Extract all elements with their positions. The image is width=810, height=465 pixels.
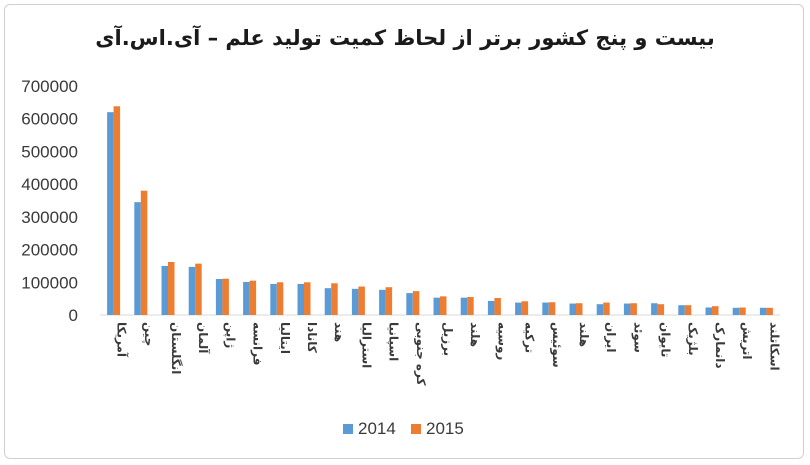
x-tick-label: تایوان xyxy=(658,322,673,357)
y-tick-label: 0 xyxy=(69,306,78,325)
bars-group xyxy=(107,106,773,315)
bar-2014-0 xyxy=(107,112,114,315)
bar-2015-9 xyxy=(358,286,365,315)
x-tick-label: هند xyxy=(332,322,346,342)
x-tick-label: روسیه xyxy=(494,322,509,360)
bar-2015-16 xyxy=(548,302,556,315)
x-tick-label: چین xyxy=(142,322,156,346)
x-tick-label: ایران xyxy=(604,322,618,352)
x-tick-label: استرالیا xyxy=(359,322,373,368)
bar-2015-1 xyxy=(140,190,148,315)
x-axis-labels: آمریکا چین انگلستان آلمان ژاپن فرانسه ایتالیا ک… xyxy=(115,322,782,385)
bar-2014-16 xyxy=(542,302,549,315)
x-tick-label: ایتالیا xyxy=(278,322,292,354)
bar-2015-7 xyxy=(304,282,311,315)
bar-2015-23 xyxy=(739,307,746,315)
bar-2014-15 xyxy=(515,302,522,315)
x-tick-label: ترکیه xyxy=(523,322,537,353)
bar-2015-20 xyxy=(657,304,665,315)
bar-2014-12 xyxy=(433,297,440,315)
bar-2015-3 xyxy=(195,263,202,315)
legend-label: 2015 xyxy=(426,419,464,438)
bar-2014-8 xyxy=(324,288,332,315)
x-tick-label: فرانسه xyxy=(251,322,265,365)
bar-2015-10 xyxy=(385,287,393,315)
bar-2014-17 xyxy=(569,303,576,315)
bar-2015-14 xyxy=(494,297,501,315)
y-tick-label: 200000 xyxy=(21,241,78,260)
bar-2014-18 xyxy=(596,304,604,315)
x-tick-label: آلمان xyxy=(196,322,211,354)
y-tick-label: 700000 xyxy=(21,77,78,96)
bar-2014-10 xyxy=(379,289,386,315)
bar-2015-12 xyxy=(440,296,447,315)
bar-2014-21 xyxy=(678,305,685,315)
x-tick-label: هلند xyxy=(468,322,482,347)
x-tick-label: برزیل xyxy=(441,322,455,356)
x-tick-label: کره جنوبی xyxy=(413,322,428,385)
y-tick-label: 100000 xyxy=(21,273,78,292)
x-tick-label: اتریش xyxy=(740,322,754,360)
x-tick-label: آمریکا xyxy=(115,322,130,358)
bar-2014-9 xyxy=(351,288,359,315)
x-tick-label: بلژیک xyxy=(686,322,700,356)
x-tick-label: هلند xyxy=(577,322,591,347)
bar-2014-23 xyxy=(732,307,740,315)
bar-2014-22 xyxy=(705,307,712,315)
bar-2015-4 xyxy=(222,278,229,315)
bar-2015-0 xyxy=(113,106,121,315)
bar-2015-21 xyxy=(684,305,692,315)
bar-2015-11 xyxy=(412,291,420,315)
bar-2014-20 xyxy=(651,303,658,315)
bar-2015-8 xyxy=(331,283,338,315)
x-tick-label: ژاپن xyxy=(223,322,237,348)
chart-title: بیست و پنج کشور برتر از لحاظ کمیت تولید … xyxy=(95,26,715,50)
bar-2014-11 xyxy=(406,293,413,315)
x-tick-label: اسکاتلند xyxy=(767,322,781,371)
bar-2015-6 xyxy=(276,282,284,315)
legend-swatch-2014 xyxy=(343,424,353,434)
y-tick-label: 400000 xyxy=(21,175,78,194)
legend-swatch-2015 xyxy=(411,424,421,434)
bar-2014-5 xyxy=(243,281,250,315)
bar-2015-19 xyxy=(630,303,637,315)
bar-2015-24 xyxy=(766,307,773,315)
bar-2014-19 xyxy=(623,303,631,315)
bar-2014-14 xyxy=(487,300,495,315)
bar-2014-2 xyxy=(161,265,168,315)
bar-2014-13 xyxy=(460,297,468,315)
y-tick-label: 300000 xyxy=(21,208,78,227)
x-tick-label: اسپانیا xyxy=(387,322,401,361)
legend: 2014 2015 xyxy=(343,419,464,438)
bar-2014-24 xyxy=(759,307,767,315)
bar-2014-7 xyxy=(297,283,304,315)
y-tick-label: 500000 xyxy=(21,142,78,161)
legend-label: 2014 xyxy=(358,419,396,438)
bar-2015-5 xyxy=(249,280,257,315)
bar-2015-2 xyxy=(168,262,175,315)
bar-2014-1 xyxy=(134,202,141,315)
bar-2015-15 xyxy=(521,301,529,315)
y-tick-label: 600000 xyxy=(21,110,78,129)
x-tick-label: سوئیس xyxy=(549,322,564,368)
x-tick-label: کانادا xyxy=(305,322,319,353)
bar-2015-22 xyxy=(712,306,719,315)
bar-2014-3 xyxy=(188,266,196,315)
x-tick-label: دانمارک xyxy=(713,322,727,369)
bar-2015-17 xyxy=(576,303,583,315)
bar-2015-18 xyxy=(603,302,610,315)
bar-2015-13 xyxy=(467,297,474,315)
bar-2014-6 xyxy=(270,283,277,315)
y-axis: 0 100000 200000 300000 400000 500000 600000 700… xyxy=(21,77,78,325)
x-tick-label: انگلستان xyxy=(169,322,183,374)
bar-2014-4 xyxy=(215,279,223,315)
x-tick-label: سوئد xyxy=(630,322,645,353)
